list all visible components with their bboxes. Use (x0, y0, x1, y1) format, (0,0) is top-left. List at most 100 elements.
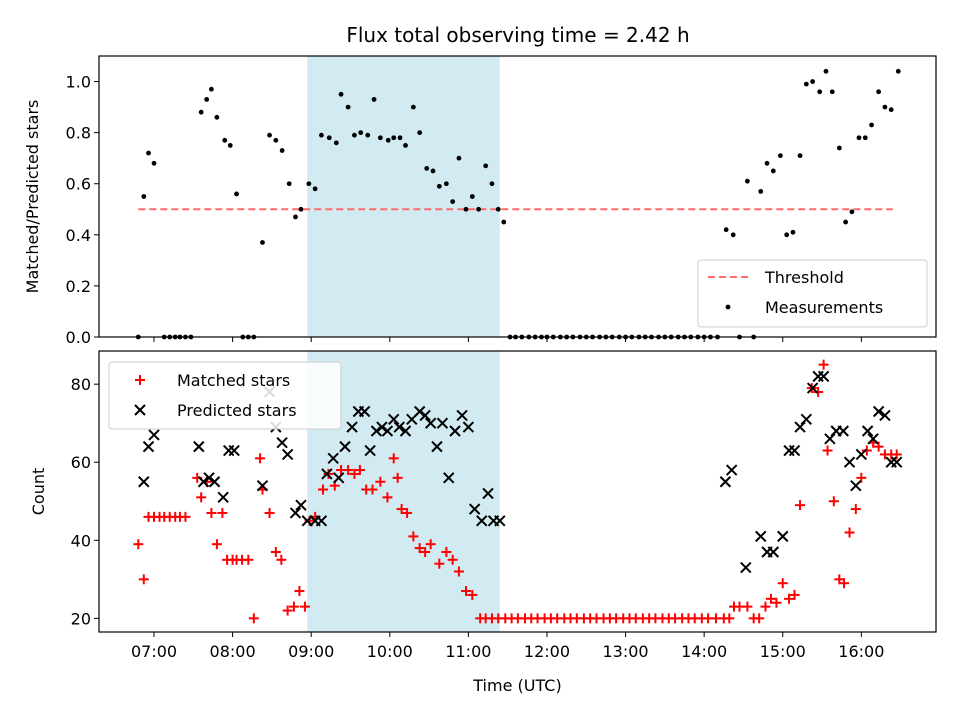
measurement-point (744, 178, 750, 184)
matched-stars-point (248, 613, 259, 624)
x-b (867, 433, 879, 445)
predicted-stars-point (346, 421, 358, 433)
matched-stars-point (789, 589, 800, 600)
measurement-point (895, 68, 901, 74)
measurement-point (326, 135, 332, 141)
x-tick-label: 13:00 (603, 642, 649, 661)
predicted-stars-point (476, 515, 488, 527)
measurement-point (417, 130, 423, 136)
predicted-stars-point (740, 561, 752, 574)
predicted-stars-point (890, 456, 903, 468)
matched-stars-point (264, 507, 275, 518)
measurement-point (476, 206, 481, 212)
matched-stars-point (420, 546, 431, 557)
x-b (817, 370, 830, 383)
predicted-stars-point (148, 429, 160, 441)
measurement-point (410, 104, 416, 110)
measurement-point (345, 104, 351, 110)
measurement-point (803, 81, 809, 87)
x-b (381, 425, 394, 437)
x-tick-label: 10:00 (367, 642, 413, 661)
matched-stars-point (388, 453, 399, 464)
measurement-point (882, 104, 888, 110)
series-predicted-stars (138, 370, 903, 574)
predicted-stars-point (327, 452, 339, 465)
measurement-point (424, 166, 430, 171)
measurement-point (204, 97, 210, 102)
x-b (315, 515, 328, 527)
matched-stars-point (206, 507, 217, 518)
matched-stars-point (367, 484, 378, 495)
matched-stars-point (323, 468, 334, 479)
measurement-point (397, 135, 403, 141)
y-tick-label: 60 (71, 453, 91, 472)
predicted-stars-point (138, 476, 150, 488)
measurement-point (501, 219, 507, 225)
measurement-point (267, 132, 272, 138)
matched-stars-point (217, 507, 228, 518)
measurement-point (764, 160, 770, 166)
matched-stars-point (441, 546, 452, 557)
measurement-point (790, 229, 796, 235)
predicted-stars-point (217, 491, 229, 504)
x-b (148, 429, 160, 441)
legend-predicted-swatch-b (134, 404, 146, 416)
measurement-point (222, 137, 228, 143)
predicted-stars-point (879, 409, 891, 422)
predicted-stars-point (767, 546, 780, 558)
predicted-stars-point (208, 476, 221, 488)
predicted-stars-point (462, 421, 475, 433)
y-tick-label: 40 (71, 531, 91, 550)
measurement-point (273, 137, 279, 143)
matched-stars-point (402, 507, 413, 518)
measurement-point (298, 206, 304, 212)
x-b (872, 405, 885, 418)
x-b (193, 440, 205, 453)
x-b (443, 472, 455, 484)
matched-stars-point (425, 539, 436, 550)
axes-frame (98, 55, 937, 338)
predicted-stars-point (399, 425, 412, 437)
matched-stars-point (408, 531, 419, 542)
x-b (837, 425, 849, 437)
x-b (358, 405, 371, 418)
measurement-point (391, 135, 397, 141)
x-b (281, 448, 294, 461)
predicted-stars-point (824, 433, 836, 445)
x-b (276, 437, 288, 449)
matched-stars-point (844, 527, 855, 538)
measurement-point (436, 183, 442, 189)
predicted-stars-point (861, 425, 874, 437)
measurement-point (234, 191, 239, 197)
matched-stars-point (765, 593, 776, 604)
predicted-stars-point (315, 515, 328, 527)
measurement-point (489, 181, 495, 187)
x-b (890, 456, 903, 468)
measurement-point (823, 68, 829, 74)
measurement-point (146, 150, 151, 156)
x-b (468, 503, 481, 515)
measurement-point (495, 206, 501, 212)
x-b (419, 409, 431, 422)
predicted-stars-point (376, 421, 388, 433)
measurement-point (443, 181, 449, 187)
matched-stars-point (813, 386, 824, 397)
matched-stars-point (795, 500, 806, 511)
matched-stars-point (784, 593, 795, 604)
measurement-point (836, 145, 842, 151)
x-b (217, 491, 229, 504)
predicted-stars-point (431, 440, 443, 453)
y-tick-label: 0.8 (66, 124, 91, 143)
x-b (800, 413, 813, 426)
measurement-point (723, 227, 729, 233)
matched-stars-point (288, 601, 299, 612)
matched-stars-point (270, 546, 281, 557)
matched-stars-point (294, 586, 305, 597)
y-tick-label: 1.0 (66, 73, 91, 92)
measurement-point (849, 209, 855, 215)
legend-matched-label: Matched stars (177, 371, 290, 390)
legend-box (697, 259, 928, 328)
x-b (364, 444, 376, 457)
observing-span-shade (307, 56, 500, 337)
measurement-point (333, 140, 339, 146)
